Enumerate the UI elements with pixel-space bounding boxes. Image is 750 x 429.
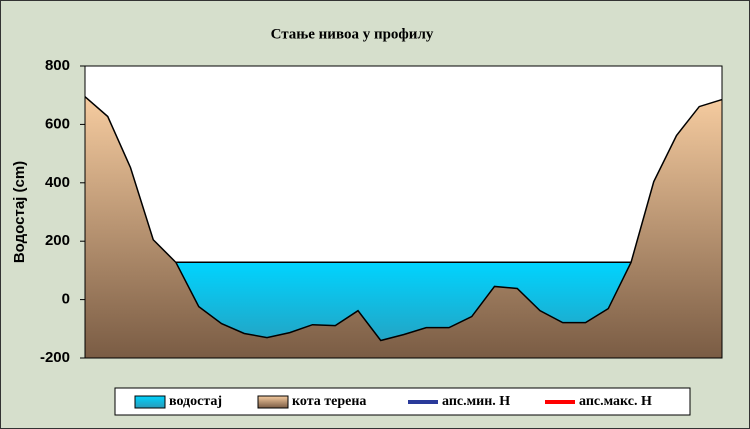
legend <box>114 387 691 416</box>
legend-label: апс.мин. Н <box>442 394 510 409</box>
chart-title: Стање нивоа у профилу <box>271 26 434 42</box>
y-axis-label: Водостај (cm) <box>11 161 28 263</box>
y-tick-label: 600 <box>45 115 70 132</box>
y-tick-label: 800 <box>45 57 70 74</box>
legend-label: кота терена <box>292 394 366 409</box>
legend-swatch <box>257 395 289 409</box>
y-tick-label: 400 <box>45 174 70 191</box>
plot-border <box>84 65 723 359</box>
y-tick-label: 0 <box>62 291 70 308</box>
legend-swatch <box>134 395 166 409</box>
y-tick-label: -200 <box>40 349 70 366</box>
area-line <box>84 96 723 342</box>
legend-label: апс.макс. Н <box>579 394 652 409</box>
y-tick-label: 200 <box>45 232 70 249</box>
area <box>85 96 722 358</box>
legend-label: водостај <box>169 394 222 409</box>
